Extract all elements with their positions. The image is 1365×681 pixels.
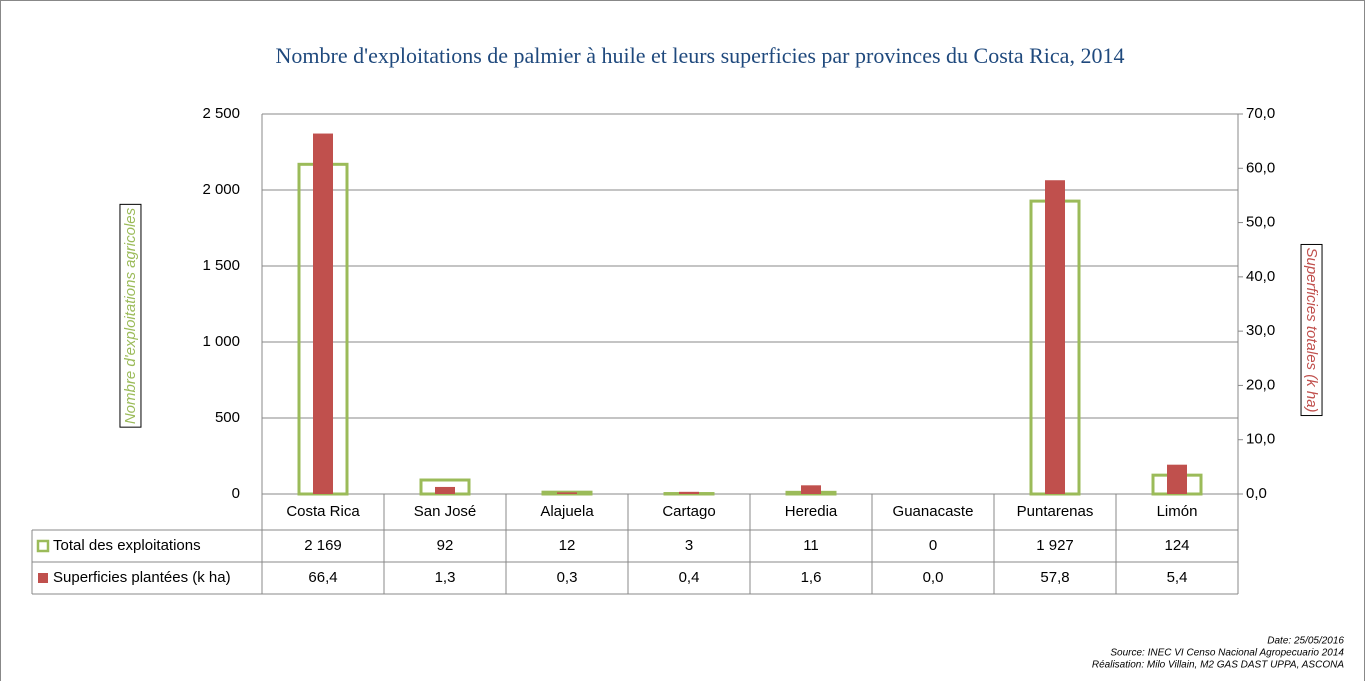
y2-tick-label: 30,0: [1246, 322, 1275, 339]
bar: [801, 485, 821, 494]
y2-tick-label: 70,0: [1246, 105, 1275, 122]
bar: [557, 492, 577, 494]
table-value: 5,4: [1167, 569, 1188, 586]
bar: [1167, 464, 1187, 494]
table-value: 1,6: [801, 569, 822, 586]
table-value: 0: [929, 537, 937, 554]
y2-tick-label: 50,0: [1246, 214, 1275, 231]
y2-tick-label: 10,0: [1246, 431, 1275, 448]
table-value: 92: [437, 537, 454, 554]
x-tick-label: San José: [414, 503, 477, 520]
legend-label: Superficies plantées (k ha): [53, 569, 231, 586]
y-tick-label: 0: [232, 485, 240, 502]
x-tick-label: Limón: [1157, 503, 1198, 520]
axis-label: Superficies totales (k ha): [1303, 247, 1320, 412]
table-value: 3: [685, 537, 693, 554]
note: Source: INEC VI Censo Nacional Agropecua…: [1110, 648, 1344, 659]
y2-tick-label: 0,0: [1246, 485, 1267, 502]
table-value: 66,4: [308, 569, 337, 586]
table-value: 1,3: [435, 569, 456, 586]
legend-key: [38, 573, 48, 583]
legend-label: Total des exploitations: [53, 537, 201, 554]
y-tick-label: 1 000: [202, 333, 240, 350]
table-value: 0,3: [557, 569, 578, 586]
table-value: 124: [1164, 537, 1189, 554]
x-tick-label: Costa Rica: [286, 503, 360, 520]
bar: [1045, 180, 1065, 494]
bar: [435, 486, 455, 494]
table-value: 1 927: [1036, 537, 1074, 554]
bar: [313, 133, 333, 495]
axis-label: Nombre d'exploitations agricoles: [122, 207, 139, 424]
x-tick-label: Puntarenas: [1017, 503, 1094, 520]
table-value: 12: [559, 537, 576, 554]
y2-tick-label: 20,0: [1246, 376, 1275, 393]
x-tick-label: Guanacaste: [893, 503, 974, 520]
axis-label-box: [1300, 243, 1323, 417]
axis-label-group: Superficies totales (k ha): [1300, 243, 1323, 417]
table-value: 0,4: [679, 569, 700, 586]
legend-key: [36, 539, 50, 553]
y-tick-label: 500: [215, 409, 240, 426]
table-value: 2 169: [304, 537, 342, 554]
x-tick-label: Alajuela: [540, 503, 594, 520]
table-value: 57,8: [1040, 569, 1069, 586]
bar: [679, 491, 699, 494]
y-tick-label: 2 500: [202, 105, 240, 122]
x-tick-label: Cartago: [662, 503, 715, 520]
y-tick-label: 1 500: [202, 257, 240, 274]
note: Date: 25/05/2016: [1267, 636, 1344, 647]
y2-tick-label: 40,0: [1246, 268, 1275, 285]
y2-tick-label: 60,0: [1246, 159, 1275, 176]
axis-label-box: [119, 203, 142, 428]
y-tick-label: 2 000: [202, 181, 240, 198]
table-value: 0,0: [923, 569, 944, 586]
axis-label-group: Nombre d'exploitations agricoles: [119, 203, 142, 428]
note: Réalisation: Milo Villain, M2 GAS DAST U…: [1092, 660, 1344, 671]
chart-title: Nombre d'exploitations de palmier à huil…: [276, 43, 1125, 68]
table-value: 11: [803, 537, 819, 554]
x-tick-label: Heredia: [785, 503, 838, 520]
